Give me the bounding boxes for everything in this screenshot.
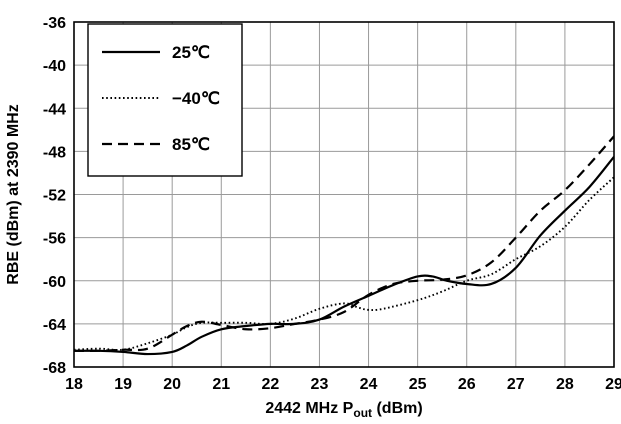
x-tick-label: 29: [605, 376, 621, 393]
y-tick-label: -68: [43, 360, 66, 377]
x-tick-label: 26: [458, 376, 476, 393]
series-line-0: [74, 156, 614, 356]
y-tick-label: -44: [43, 101, 66, 118]
y-axis-label: RBE (dBm) at 2390 MHz: [5, 104, 22, 284]
legend-box: [87, 23, 243, 177]
y-tick-label: -36: [43, 15, 66, 32]
legend-label-1: −40℃: [172, 89, 220, 108]
y-tick-label: -64: [43, 317, 66, 334]
y-tick-label: -40: [43, 58, 66, 75]
x-tick-label: 21: [212, 376, 230, 393]
x-axis-label: 2442 MHz Pout (dBm): [265, 400, 422, 420]
x-tick-label: 23: [311, 376, 329, 393]
series-line-2: [74, 135, 614, 353]
x-tick-label: 22: [261, 376, 279, 393]
x-tick-label: 19: [114, 376, 132, 393]
x-tick-label: 20: [163, 376, 181, 393]
legend-label-2: 85℃: [172, 135, 210, 154]
y-tick-label: -56: [43, 231, 66, 248]
legend-label-0: 25℃: [172, 43, 210, 62]
series-layer: [74, 135, 614, 356]
x-axis-label-sub: out: [353, 406, 372, 420]
x-tick-label: 27: [507, 376, 525, 393]
x-tick-label: 24: [360, 376, 378, 393]
x-axis-label-main: 2442 MHz P: [265, 400, 353, 417]
x-tick-label: 25: [409, 376, 427, 393]
plot-frame: [73, 21, 615, 368]
x-axis-label-suffix: (dBm): [372, 400, 423, 417]
x-tick-label: 18: [65, 376, 83, 393]
y-tick-label: -48: [43, 144, 66, 161]
x-tick-label: 28: [556, 376, 574, 393]
y-tick-label: -52: [43, 188, 66, 205]
series-line-1: [74, 176, 614, 351]
legend: 25℃ −40℃ 85℃: [87, 23, 243, 177]
y-tick-label: -60: [43, 274, 66, 291]
